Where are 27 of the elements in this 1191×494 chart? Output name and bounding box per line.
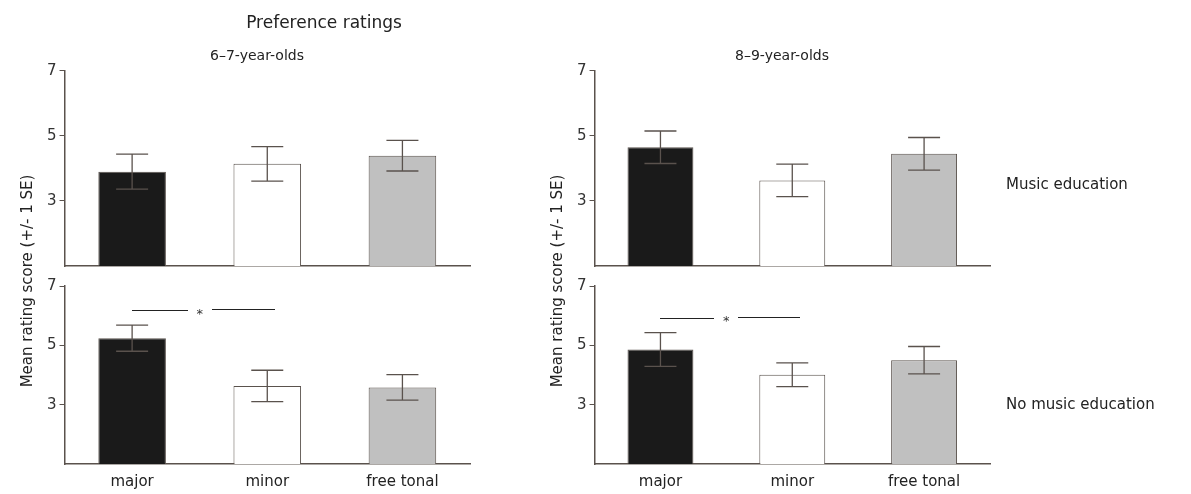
chart-title: Preference ratings — [245, 12, 403, 32]
text: No music education — [1006, 395, 1155, 413]
x-tick-label: major — [110, 471, 155, 490]
y-tick-label: 5 — [577, 335, 587, 354]
annotation: * — [196, 305, 204, 321]
x-tick-label: free tonal — [887, 471, 961, 490]
y-tick-label: 7 — [47, 60, 57, 79]
y-tick-label: 7 — [47, 275, 57, 294]
chart-subtitle: 6–7-year-olds — [210, 47, 304, 64]
y-tick-label: 3 — [47, 190, 57, 209]
y-axis-title: Mean rating score (+/- 1 SE) — [18, 174, 37, 388]
y-tick-label: 3 — [47, 394, 57, 413]
y-tick-label: 5 — [47, 335, 57, 354]
x-tick-label: free tonal — [366, 471, 439, 490]
x-tick-label: major — [638, 471, 683, 490]
y-tick-label: 7 — [577, 275, 587, 294]
y-tick-label: 3 — [577, 190, 587, 209]
x-tick-label: minor — [770, 471, 815, 490]
annotation: * — [723, 312, 731, 328]
x-tick-label: minor — [245, 471, 290, 490]
y-axis-title: Mean rating score (+/- 1 SE) — [548, 174, 567, 388]
y-tick-label: 3 — [577, 394, 587, 413]
text: Music education — [1006, 174, 1128, 193]
chart-subtitle: 8–9-year-olds — [735, 47, 829, 64]
y-tick-label: 7 — [577, 60, 587, 79]
y-tick-label: 5 — [577, 125, 587, 144]
y-tick-label: 5 — [47, 125, 57, 144]
